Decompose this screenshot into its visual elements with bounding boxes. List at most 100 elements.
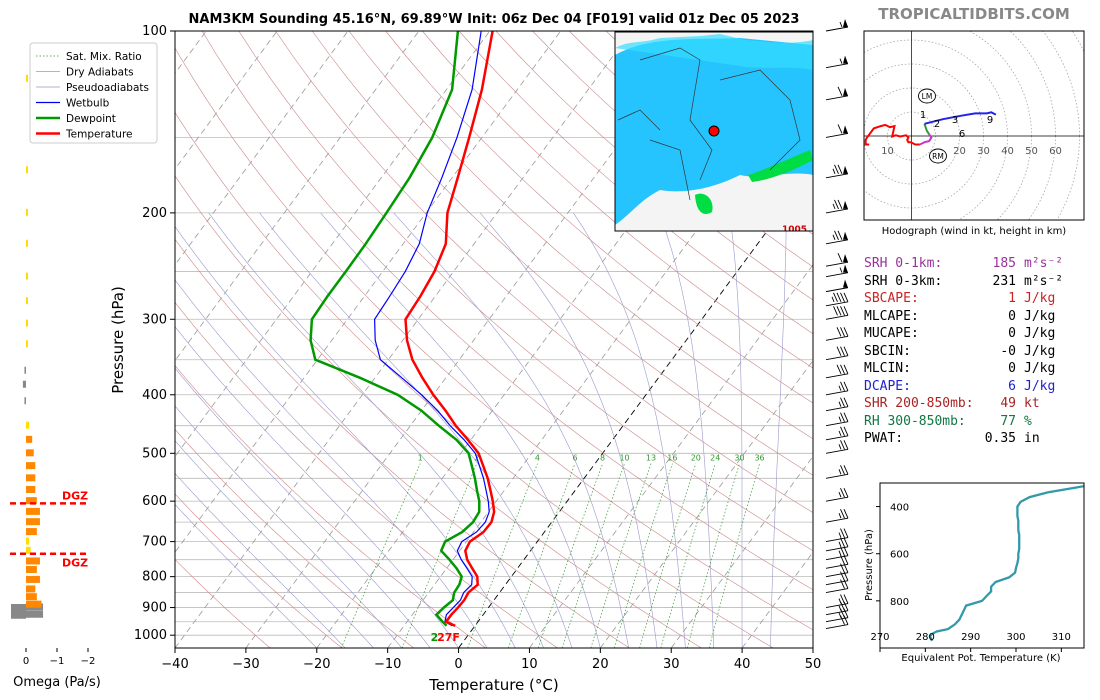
x-tick-label: 20 [592,657,609,672]
y-tick-label: 200 [142,206,167,221]
theta-e-ylabel: Pressure (hPa) [864,529,875,601]
theta-e-panel: 270 280 290 300 310 400 600 800 Equivalent Pot.… [864,482,1085,664]
wind-barb [825,252,849,267]
index-label: RH 300-850mb: [864,413,966,429]
omega-tick-label: −1 [50,656,65,667]
wind-barb [825,528,849,543]
legend-entry: Dewpoint [66,113,116,125]
theta-e-xtick-label: 290 [961,632,980,643]
pseudoadiabat-line [770,212,787,648]
index-unit: J/kg [1024,326,1056,341]
wind-barb [825,292,849,307]
omega-bar [26,239,28,247]
wind-barb [825,465,849,479]
wind-barb [825,364,849,379]
hodograph-motion-label: RM [932,152,944,161]
theta-e-xtick-label: 270 [870,632,889,643]
index-label: PWAT: [864,431,904,446]
omega-bar [26,557,40,565]
y-tick-label: 900 [142,601,167,616]
omega-bar [11,604,26,614]
hodograph-motion-marker [929,148,947,164]
mixing-ratio-line [561,463,625,648]
hodograph-motion-marker [918,88,936,104]
hodograph-height-label: 6 [959,129,965,140]
index-row: SBCAPE: 1 J/kg [864,291,1094,308]
pseudoadiabat-line [175,473,346,648]
omega-bar [26,462,36,470]
skewt-xlabel: Temperature (°C) [428,676,558,694]
isotherm-line [529,264,813,648]
index-value: -0 [1000,343,1016,359]
index-unit: kt [1024,396,1040,411]
omega-bar [26,166,28,174]
omega-bar [26,600,42,608]
index-unit: in [1024,431,1040,446]
mixing-ratio-label: 20 [691,454,701,463]
index-row: RH 300-850mb: 77% [864,414,1094,431]
theta-e-line [928,484,1084,642]
omega-bar [26,474,36,482]
wind-barb [825,55,849,69]
wind-barb [825,264,849,278]
legend-entry: Temperature [65,129,133,141]
wind-barb [825,230,849,245]
dry-adiabat-line [275,31,813,513]
index-value: 185 [992,256,1016,271]
pseudoadiabat-line [175,279,488,648]
legend-entry: Sat. Mix. Ratio [66,51,142,63]
omega-bar [26,340,28,348]
index-unit: J/kg [1024,378,1056,394]
mixing-ratio-line [708,463,760,648]
theta-e-xlabel: Equivalent Pot. Temperature (K) [901,653,1060,664]
dry-adiabat-line [201,31,813,591]
index-row: MLCAPE: 0 J/kg [864,309,1094,326]
hodograph-height-label: 3 [952,115,958,126]
omega-bar [26,610,44,618]
theta-e-ytick-label: 800 [890,597,909,608]
dry-adiabat-line [422,31,813,369]
theta-e-bg [880,483,1084,648]
mixing-ratio-line [401,463,478,648]
omega-tick-label: 0 [23,656,29,667]
x-tick-label: −30 [232,657,259,672]
x-tick-label: 50 [805,657,822,672]
y-tick-label: 500 [142,446,167,461]
y-tick-label: 100 [142,24,167,39]
isotherm-line [316,31,774,648]
x-tick-label: −40 [161,657,188,672]
wind-barb [825,508,849,523]
hodograph-ring-label: 20 [953,146,966,157]
pseudoadiabat-line [259,212,573,648]
x-tick-label: 40 [734,657,751,672]
hodograph-trace [923,123,930,135]
wind-barb [825,487,849,502]
wind-barb [825,199,849,214]
dry-adiabat-line [175,493,343,648]
pseudoadiabat-line [320,212,601,648]
theta-e-ytick-label: 600 [890,550,909,561]
y-tick-label: 1000 [134,628,167,643]
dgz-label: DGZ [62,557,88,570]
legend-entry: Pseudoadiabats [66,82,149,94]
mixing-ratio-label: 13 [646,454,656,463]
y-tick-label: 600 [142,494,167,509]
dry-adiabat-line [311,31,813,476]
wind-barb [825,86,849,101]
dry-adiabat-line [175,365,486,648]
index-label: SBCIN: [864,343,911,359]
index-label: SRH 0-3km: [864,273,943,289]
x-tick-label: 30 [663,657,680,672]
index-label: SBCAPE: [864,291,919,306]
index-row: SRH 0-3km: 231 m²s⁻² [864,274,1094,291]
pseudoadiabat-line [175,504,318,648]
map-location-marker [708,125,720,137]
wind-barb [825,346,849,361]
omega-bar [26,319,28,327]
omega-bar [26,507,40,515]
omega-bar [26,435,33,443]
pseudoadiabat-line [659,212,715,648]
dry-adiabat-line [238,31,813,552]
map-precip-green [748,150,813,182]
